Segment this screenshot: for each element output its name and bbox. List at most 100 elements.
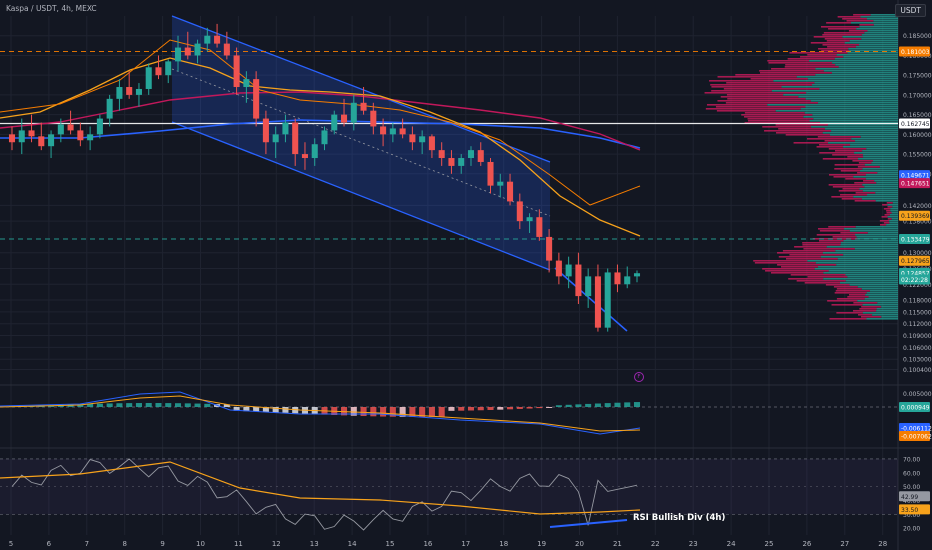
- rsi-tick: 50.00: [903, 484, 920, 491]
- volume-profile-bar: [850, 230, 898, 232]
- x-tick-label: 12: [272, 540, 281, 548]
- candle-body: [253, 79, 259, 118]
- volume-profile-bar: [892, 218, 898, 220]
- volume-profile-bar: [838, 16, 861, 18]
- volume-profile-bar: [819, 144, 850, 146]
- volume-profile-bar: [873, 160, 898, 162]
- macd-histogram-bar: [361, 407, 367, 416]
- volume-profile-bar: [785, 66, 839, 68]
- volume-profile-bar: [823, 272, 898, 274]
- volume-profile-bar: [818, 136, 861, 138]
- volume-profile-bar: [767, 104, 898, 106]
- volume-profile-bar: [831, 130, 898, 132]
- rsi-tick: 60.00: [903, 470, 920, 477]
- volume-profile-bar: [843, 240, 898, 242]
- volume-profile-bar: [813, 118, 898, 120]
- volume-profile-bar: [886, 210, 890, 212]
- volume-profile-bar: [778, 128, 825, 130]
- candle-body: [9, 134, 15, 142]
- macd-histogram-bar: [448, 407, 454, 411]
- x-tick-label: 15: [386, 540, 395, 548]
- volume-profile-bar: [887, 204, 898, 206]
- volume-profile-bar: [833, 236, 857, 238]
- rsi-tick: 20.00: [903, 526, 920, 533]
- volume-profile-bar: [806, 92, 898, 94]
- volume-profile-bar: [803, 248, 854, 250]
- volume-profile-bar: [825, 38, 862, 40]
- candle-body: [38, 136, 44, 146]
- y-tick-label: 0.160000: [903, 132, 932, 139]
- candle-body: [165, 61, 171, 75]
- candle-body: [478, 150, 484, 162]
- macd-histogram-bar: [497, 407, 503, 410]
- candle-body: [448, 158, 454, 166]
- volume-profile-bar: [829, 270, 898, 272]
- volume-profile-bar: [887, 202, 893, 204]
- candle-body: [321, 130, 327, 144]
- volume-profile-bar: [866, 174, 898, 176]
- volume-profile-bar: [709, 80, 773, 82]
- volume-profile-bar: [856, 46, 898, 48]
- volume-profile-bar: [809, 60, 898, 62]
- volume-profile-bar: [807, 260, 898, 262]
- candle-body: [282, 123, 288, 135]
- price-label: 0.162745: [901, 121, 930, 128]
- volume-profile-bar: [812, 84, 898, 86]
- volume-profile-bar: [789, 254, 843, 256]
- volume-profile-bar: [805, 112, 898, 114]
- y-tick-label: 0.142000: [903, 203, 932, 210]
- volume-profile-bar: [892, 206, 898, 208]
- macd-histogram-bar: [439, 407, 445, 417]
- volume-profile-bar: [797, 280, 846, 282]
- volume-profile-bar: [811, 126, 898, 128]
- candle-body: [136, 89, 142, 95]
- volume-profile-bar: [841, 244, 898, 246]
- volume-profile-bar: [776, 132, 823, 134]
- currency-badge[interactable]: USDT: [895, 4, 926, 17]
- volume-profile-bar: [829, 184, 863, 186]
- macd-histogram-bar: [185, 403, 191, 407]
- volume-profile-bar: [893, 202, 898, 204]
- volume-profile-bar: [855, 248, 898, 250]
- candle-body: [351, 103, 357, 123]
- volume-profile-bar: [863, 312, 898, 314]
- volume-profile-bar: [845, 274, 898, 276]
- volume-profile-bar: [711, 86, 781, 88]
- candle-body: [214, 36, 220, 44]
- volume-profile-bar: [854, 152, 898, 154]
- candle-body: [419, 136, 425, 142]
- macd-histogram-bar: [126, 403, 132, 407]
- x-tick-label: 14: [348, 540, 357, 548]
- volume-profile-bar: [823, 252, 898, 254]
- volume-profile-bar: [863, 190, 898, 192]
- volume-profile-bar: [857, 172, 877, 174]
- macd-histogram-bar: [478, 407, 484, 410]
- candle-body: [155, 67, 161, 75]
- volume-profile-bar: [873, 20, 898, 22]
- volume-profile-bar: [745, 112, 805, 114]
- candle-body: [624, 276, 630, 284]
- x-tick-label: 27: [840, 540, 849, 548]
- macd-histogram-bar: [97, 404, 103, 407]
- f-circle-icon[interactable]: F: [634, 372, 644, 382]
- x-tick-label: 23: [689, 540, 698, 548]
- volume-profile-bar: [771, 272, 823, 274]
- y-tick-label: 0.109000: [903, 333, 932, 340]
- volume-profile-bar: [815, 268, 898, 270]
- volume-profile-bar: [889, 220, 898, 222]
- volume-profile-bar: [823, 158, 858, 160]
- volume-profile-bar: [868, 232, 898, 234]
- macd-histogram-bar: [175, 403, 181, 407]
- volume-profile-bar: [834, 168, 862, 170]
- volume-profile-bar: [833, 176, 853, 178]
- volume-profile-bar: [881, 316, 898, 318]
- volume-profile-bar: [781, 266, 818, 268]
- volume-profile-bar: [755, 262, 816, 264]
- rsi-divergence-label: RSI Bullish Div (4h): [633, 513, 725, 523]
- volume-profile-bar: [858, 314, 872, 316]
- volume-profile-bar: [863, 304, 898, 306]
- volume-profile-bar: [850, 40, 898, 42]
- volume-profile-bar: [854, 182, 876, 184]
- volume-profile-bar: [791, 274, 846, 276]
